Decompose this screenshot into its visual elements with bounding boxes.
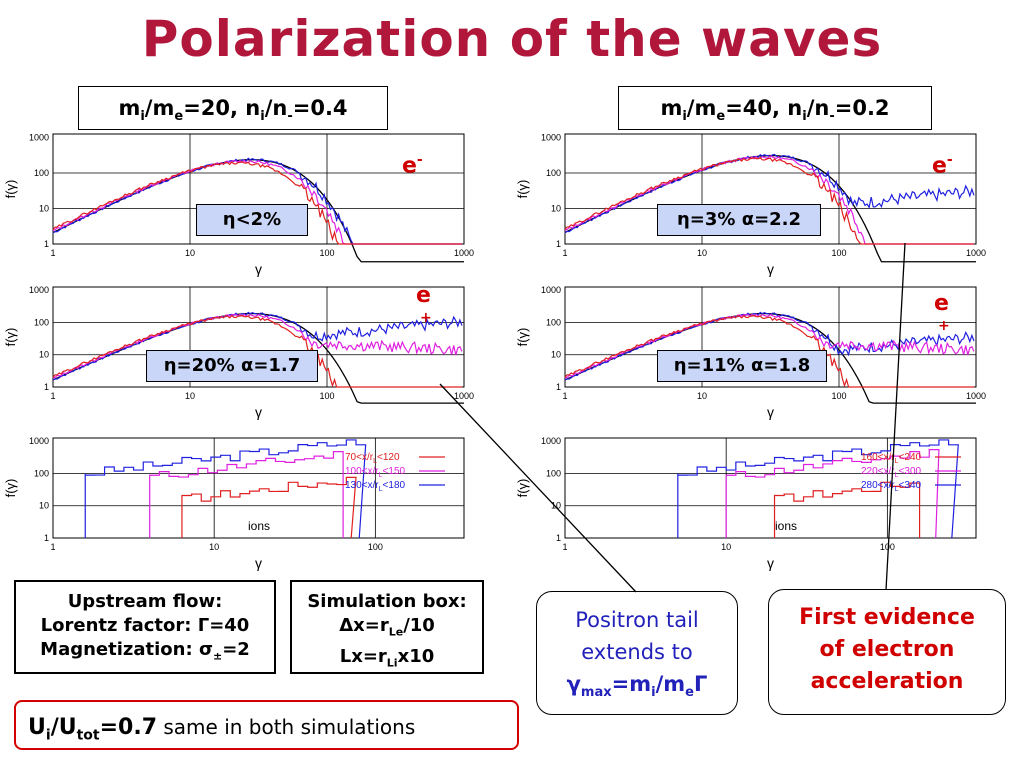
y-tick-label: 1000 — [29, 285, 49, 295]
header-left: mi/me=20, ni/n-=0.4 — [78, 86, 388, 130]
plot-frame-ion-left — [52, 437, 465, 539]
legend-entry: 100<x/rL<150 — [345, 466, 406, 479]
x-tick-label: 1 — [562, 248, 567, 258]
x-tick-label: 100 — [831, 248, 846, 258]
species-positron-right: e + — [934, 291, 950, 335]
y-tick-label: 1000 — [29, 133, 49, 143]
y-tick-label: 100 — [546, 168, 561, 178]
upstream-flow-box: Upstream flow: Lorentz factor: Γ=40 Magn… — [14, 580, 276, 674]
x-tick-label: 100 — [319, 248, 334, 258]
x-tick-label: 1000 — [966, 391, 986, 401]
x-tick-label: 1 — [562, 542, 567, 552]
eta-label-electrons-right: η=3% α=2.2 — [657, 204, 821, 236]
x-tick-label: 100 — [880, 542, 895, 552]
x-axis-label: γ — [767, 555, 774, 571]
y-tick-label: 100 — [34, 317, 49, 327]
y-axis-label: f(γ) — [3, 328, 18, 347]
y-axis-label: f(γ) — [3, 479, 18, 498]
x-tick-label: 1000 — [966, 248, 986, 258]
species-electron-right: e- — [932, 152, 953, 179]
legend-entry: 70<x/rL<120 — [345, 452, 400, 465]
x-tick-label: 10 — [185, 248, 195, 258]
ion-spectrum-blue — [677, 439, 959, 539]
spectrum-red — [52, 314, 462, 388]
y-tick-label: 10 — [551, 350, 561, 360]
y-axis-label: f(γ) — [515, 180, 530, 199]
x-tick-label: 100 — [368, 542, 383, 552]
y-tick-label: 1 — [556, 239, 561, 249]
eta-label-positrons-left: η=20% α=1.7 — [146, 350, 318, 382]
species-electron-left: e- — [402, 152, 423, 179]
ion-spectrum-blue — [84, 439, 367, 539]
ions-label: ions — [248, 519, 270, 533]
positron-tail-note: Positron tail extends to γmax=mi/meΓ — [536, 591, 738, 715]
y-tick-label: 1000 — [541, 133, 561, 143]
y-tick-label: 10 — [39, 204, 49, 214]
spectrum-red — [52, 161, 462, 245]
y-tick-label: 10 — [39, 501, 49, 511]
x-tick-label: 1 — [562, 391, 567, 401]
y-axis-label: f(γ) — [515, 328, 530, 347]
x-tick-label: 1000 — [454, 391, 474, 401]
x-axis-label: γ — [255, 555, 262, 571]
y-tick-label: 1000 — [541, 285, 561, 295]
y-tick-label: 10 — [551, 501, 561, 511]
y-tick-label: 100 — [546, 468, 561, 478]
x-tick-label: 100 — [831, 391, 846, 401]
x-axis-label: γ — [255, 404, 262, 420]
y-tick-label: 100 — [34, 168, 49, 178]
y-tick-label: 10 — [39, 350, 49, 360]
first-evidence-note: First evidence of electron acceleration — [768, 589, 1006, 715]
eta-label-positrons-right: η=11% α=1.8 — [657, 350, 827, 382]
y-tick-label: 1 — [44, 239, 49, 249]
x-tick-label: 1 — [50, 542, 55, 552]
y-axis-label: f(γ) — [3, 180, 18, 199]
y-tick-label: 1 — [44, 382, 49, 392]
y-tick-label: 100 — [34, 468, 49, 478]
x-tick-label: 1 — [50, 391, 55, 401]
spectrum-red — [564, 156, 974, 245]
energy-fraction-note: Ui/Utot=0.7 same in both simulations — [14, 700, 519, 750]
y-tick-label: 1 — [556, 533, 561, 543]
x-axis-label: γ — [255, 261, 262, 277]
x-tick-label: 1000 — [454, 248, 474, 258]
simulation-box: Simulation box: Δx=rLe/10 Lx=rLix10 — [290, 580, 484, 674]
x-tick-label: 10 — [697, 248, 707, 258]
slide-title: Polarization of the waves — [141, 10, 883, 68]
y-tick-label: 100 — [546, 317, 561, 327]
ions-label: ions — [775, 519, 797, 533]
y-tick-label: 1000 — [29, 436, 49, 446]
y-tick-label: 10 — [551, 204, 561, 214]
header-right: mi/me=40, ni/n-=0.2 — [618, 86, 932, 130]
x-tick-label: 10 — [697, 391, 707, 401]
ion-spectrum-red — [181, 476, 357, 539]
x-tick-label: 10 — [721, 542, 731, 552]
x-tick-label: 10 — [209, 542, 219, 552]
x-axis-label: γ — [767, 404, 774, 420]
legend-entry: 130<x/rL<180 — [345, 480, 406, 493]
species-positron-left: e + — [416, 283, 432, 327]
y-tick-label: 1 — [44, 533, 49, 543]
x-tick-label: 10 — [185, 391, 195, 401]
x-tick-label: 1 — [50, 248, 55, 258]
spectrum-red — [564, 314, 974, 388]
y-tick-label: 1 — [556, 382, 561, 392]
eta-label-electrons-left: η<2% — [196, 204, 308, 236]
y-axis-label: f(γ) — [515, 479, 530, 498]
x-axis-label: γ — [767, 261, 774, 277]
x-tick-label: 100 — [319, 391, 334, 401]
y-tick-label: 1000 — [541, 436, 561, 446]
ion-spectrum-magenta — [149, 451, 344, 538]
